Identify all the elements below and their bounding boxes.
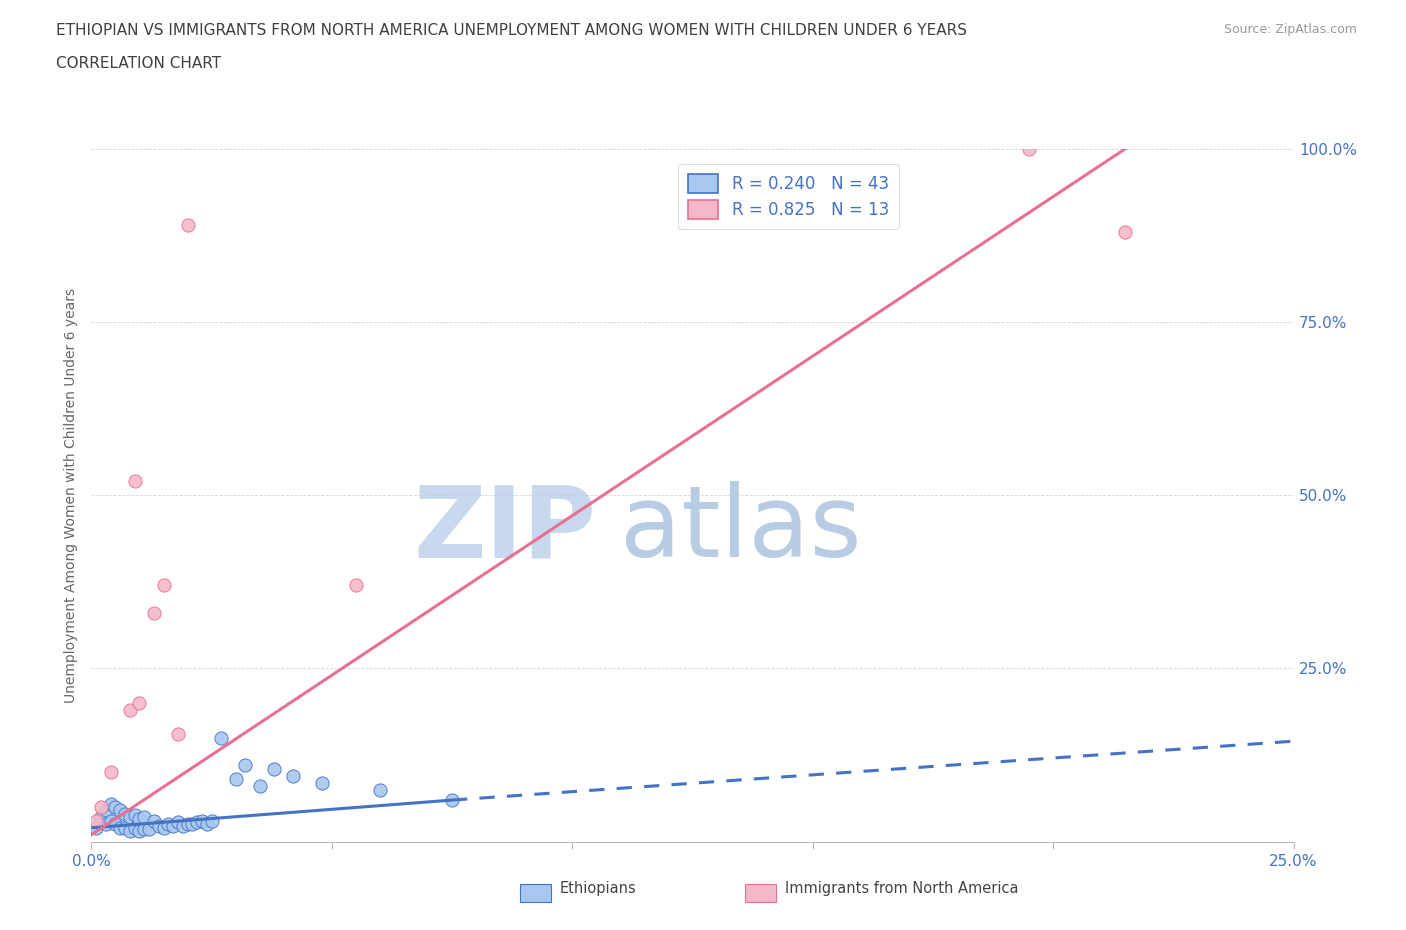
Point: [283, 768, 305, 783]
Point: [84, 820, 107, 835]
Point: [167, 727, 190, 742]
Point: [233, 758, 256, 773]
Point: [157, 817, 180, 831]
Point: [104, 800, 127, 815]
Point: [311, 776, 333, 790]
Point: [118, 702, 141, 717]
Point: [176, 817, 198, 831]
Text: Source: ZipAtlas.com: Source: ZipAtlas.com: [1223, 23, 1357, 36]
Point: [191, 814, 214, 829]
Point: [114, 806, 136, 821]
Point: [84, 814, 107, 829]
Point: [440, 792, 463, 807]
Point: [138, 822, 160, 837]
Point: [209, 730, 232, 745]
Point: [124, 474, 146, 489]
Point: [110, 803, 132, 817]
Point: [134, 822, 156, 837]
Point: [142, 605, 165, 620]
Text: atlas: atlas: [620, 482, 862, 578]
Text: ZIP: ZIP: [413, 482, 596, 578]
Text: Ethiopians: Ethiopians: [560, 881, 637, 896]
Point: [90, 810, 112, 825]
Point: [134, 810, 156, 825]
Point: [110, 820, 132, 835]
Point: [186, 815, 208, 830]
Point: [249, 778, 271, 793]
Legend: R = 0.240   N = 43, R = 0.825   N = 13: R = 0.240 N = 43, R = 0.825 N = 13: [678, 164, 898, 229]
Point: [368, 782, 391, 797]
Point: [201, 814, 224, 829]
Point: [148, 819, 170, 834]
Point: [1018, 141, 1040, 156]
Point: [1114, 224, 1136, 239]
Point: [128, 812, 150, 827]
Point: [114, 820, 136, 835]
Text: Immigrants from North America: Immigrants from North America: [785, 881, 1018, 896]
Point: [152, 578, 174, 592]
Point: [195, 817, 218, 831]
Point: [100, 796, 122, 811]
Point: [176, 218, 198, 232]
Point: [181, 817, 204, 831]
Point: [263, 762, 285, 777]
Point: [100, 764, 122, 779]
Point: [94, 803, 117, 817]
Text: CORRELATION CHART: CORRELATION CHART: [56, 56, 221, 71]
Point: [90, 800, 112, 815]
Point: [344, 578, 367, 592]
Point: [128, 824, 150, 839]
Point: [118, 824, 141, 839]
Point: [172, 819, 194, 834]
Point: [162, 819, 184, 834]
Point: [104, 817, 127, 831]
Point: [167, 815, 190, 830]
Point: [225, 772, 247, 787]
Point: [94, 817, 117, 831]
Text: ETHIOPIAN VS IMMIGRANTS FROM NORTH AMERICA UNEMPLOYMENT AMONG WOMEN WITH CHILDRE: ETHIOPIAN VS IMMIGRANTS FROM NORTH AMERI…: [56, 23, 967, 38]
Point: [152, 820, 174, 835]
Point: [124, 820, 146, 835]
Point: [124, 808, 146, 823]
Point: [142, 814, 165, 829]
Point: [100, 814, 122, 829]
Point: [128, 696, 150, 711]
Y-axis label: Unemployment Among Women with Children Under 6 years: Unemployment Among Women with Children U…: [63, 287, 77, 703]
Point: [118, 810, 141, 825]
